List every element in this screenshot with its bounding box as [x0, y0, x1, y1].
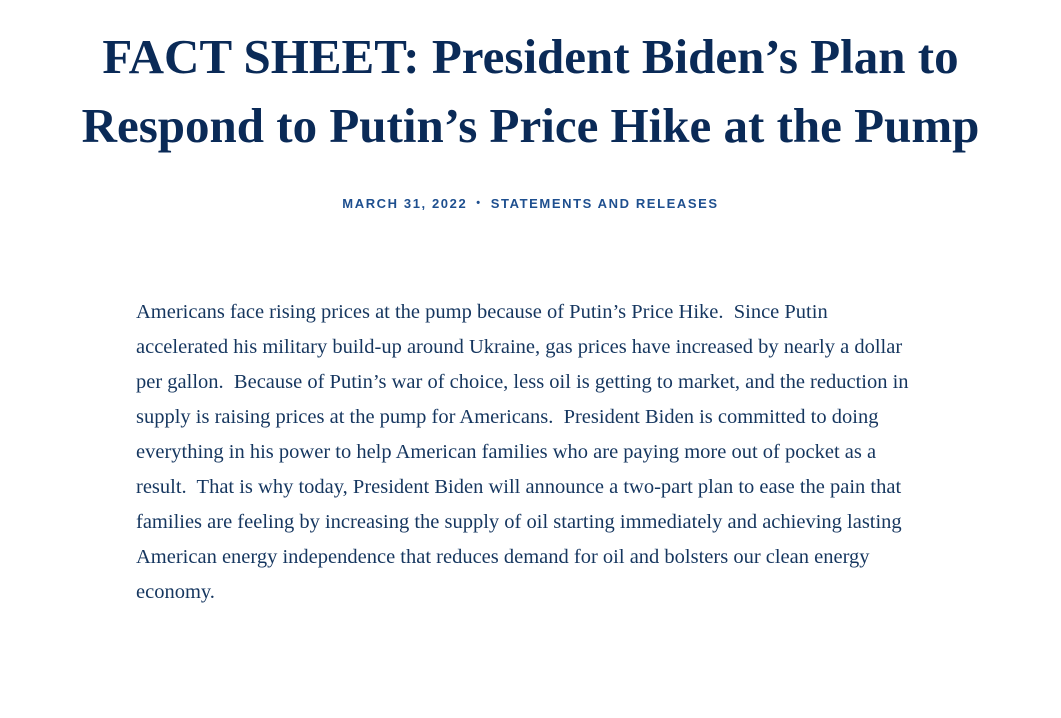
- article-meta: MARCH 31, 2022 • STATEMENTS AND RELEASES: [0, 196, 1061, 211]
- meta-category-link[interactable]: STATEMENTS AND RELEASES: [490, 196, 719, 211]
- meta-date: MARCH 31, 2022: [342, 196, 468, 211]
- meta-separator-icon: •: [476, 197, 482, 209]
- article-paragraph: Americans face rising prices at the pump…: [136, 301, 914, 603]
- page-title: FACT SHEET: President Biden’s Plan to Re…: [81, 29, 980, 153]
- article-body: Americans face rising prices at the pump…: [136, 295, 918, 610]
- article-header: FACT SHEET: President Biden’s Plan to Re…: [0, 0, 1061, 211]
